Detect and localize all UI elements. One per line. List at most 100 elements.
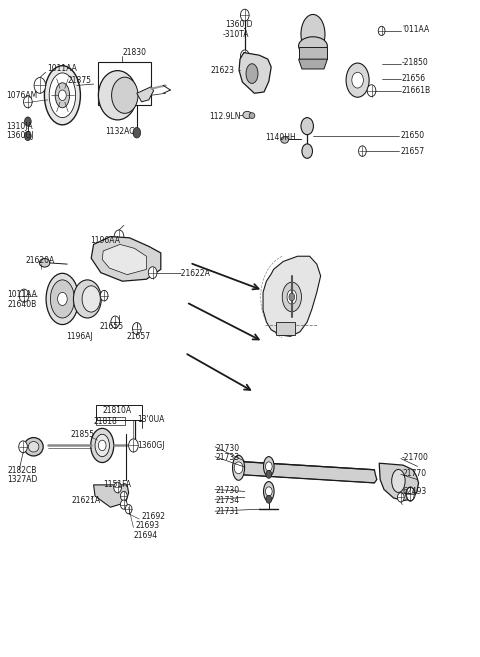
Text: 21621A: 21621A <box>72 496 101 505</box>
Bar <box>96 417 125 425</box>
Polygon shape <box>137 87 154 102</box>
Ellipse shape <box>46 273 79 325</box>
Circle shape <box>148 267 157 279</box>
Circle shape <box>125 505 132 514</box>
Text: 1011AA: 1011AA <box>8 290 37 300</box>
Text: 1076AM: 1076AM <box>6 91 37 100</box>
Text: 21656: 21656 <box>401 74 425 83</box>
Ellipse shape <box>95 434 109 457</box>
Ellipse shape <box>392 469 405 493</box>
Ellipse shape <box>28 442 39 452</box>
Circle shape <box>120 491 127 501</box>
Circle shape <box>289 293 295 301</box>
Bar <box>98 62 151 105</box>
Text: 1360JD: 1360JD <box>226 20 253 29</box>
Text: 21875: 21875 <box>67 76 91 85</box>
Text: -21700: -21700 <box>401 453 428 463</box>
Ellipse shape <box>281 137 288 143</box>
Ellipse shape <box>264 457 274 476</box>
Circle shape <box>120 500 127 509</box>
Circle shape <box>111 316 120 328</box>
Circle shape <box>132 323 141 334</box>
Text: 1196AJ: 1196AJ <box>66 332 93 341</box>
Circle shape <box>265 487 272 496</box>
Circle shape <box>302 144 312 158</box>
Circle shape <box>133 127 141 138</box>
Circle shape <box>352 72 363 88</box>
Text: 21640B: 21640B <box>8 300 37 309</box>
Polygon shape <box>102 244 146 275</box>
Ellipse shape <box>91 428 114 463</box>
Text: 62493: 62493 <box>402 487 427 496</box>
Text: 21770: 21770 <box>402 468 426 478</box>
Ellipse shape <box>346 63 369 97</box>
Text: 21810A: 21810A <box>102 406 132 415</box>
Polygon shape <box>91 237 161 281</box>
Text: 21830: 21830 <box>122 48 146 57</box>
Ellipse shape <box>98 70 137 120</box>
Text: 21734: 21734 <box>215 496 239 505</box>
Ellipse shape <box>264 482 274 501</box>
Text: 21661B: 21661B <box>401 86 431 95</box>
Circle shape <box>58 292 67 306</box>
Ellipse shape <box>111 78 138 113</box>
Circle shape <box>265 462 272 471</box>
Text: '011AA: '011AA <box>402 25 430 34</box>
Ellipse shape <box>55 83 70 108</box>
Ellipse shape <box>45 66 81 125</box>
Ellipse shape <box>49 73 76 118</box>
Text: 1327AD: 1327AD <box>8 475 38 484</box>
Text: 2182CB: 2182CB <box>8 466 37 475</box>
Text: 1151FA: 1151FA <box>104 480 132 489</box>
Circle shape <box>24 96 32 108</box>
Circle shape <box>24 131 31 141</box>
Circle shape <box>397 493 404 502</box>
Circle shape <box>129 439 138 452</box>
Polygon shape <box>239 53 271 93</box>
Polygon shape <box>379 463 419 501</box>
Text: 21623: 21623 <box>210 66 234 75</box>
Polygon shape <box>234 461 377 483</box>
Ellipse shape <box>246 64 258 83</box>
Ellipse shape <box>299 37 327 55</box>
Text: 21657: 21657 <box>127 332 151 341</box>
Ellipse shape <box>73 280 101 318</box>
Polygon shape <box>94 485 129 507</box>
Ellipse shape <box>287 290 297 304</box>
Text: 1310JA: 1310JA <box>6 122 32 131</box>
Text: 21730: 21730 <box>215 486 239 495</box>
Polygon shape <box>263 256 321 336</box>
Text: 1011AA: 1011AA <box>47 64 77 74</box>
Circle shape <box>34 78 46 93</box>
Text: 112.9LN: 112.9LN <box>209 112 241 121</box>
Text: 21620A: 21620A <box>25 256 55 265</box>
Circle shape <box>19 441 27 453</box>
Ellipse shape <box>301 14 325 54</box>
Text: 21655: 21655 <box>100 322 124 331</box>
Ellipse shape <box>50 280 74 318</box>
Circle shape <box>100 290 108 301</box>
Circle shape <box>301 118 313 135</box>
Text: 21733: 21733 <box>215 453 239 463</box>
Circle shape <box>98 440 106 451</box>
Text: 21693: 21693 <box>135 521 159 530</box>
Circle shape <box>240 9 249 21</box>
Text: 1132AC: 1132AC <box>106 127 135 136</box>
Text: 1360GJ: 1360GJ <box>6 131 33 141</box>
Text: -21622A: -21622A <box>179 269 211 278</box>
Circle shape <box>378 26 385 35</box>
Circle shape <box>359 146 366 156</box>
Circle shape <box>240 50 249 62</box>
Circle shape <box>19 289 29 302</box>
Ellipse shape <box>82 286 100 312</box>
Text: 21731: 21731 <box>215 507 239 516</box>
Circle shape <box>24 117 31 126</box>
Ellipse shape <box>243 111 252 119</box>
Text: -21850: -21850 <box>401 58 428 67</box>
Text: 21730: 21730 <box>215 443 239 453</box>
Text: 1360GJ: 1360GJ <box>137 441 164 450</box>
Text: 1140HH: 1140HH <box>265 133 296 143</box>
Bar <box>276 322 295 335</box>
Ellipse shape <box>232 455 244 480</box>
Polygon shape <box>299 59 327 69</box>
